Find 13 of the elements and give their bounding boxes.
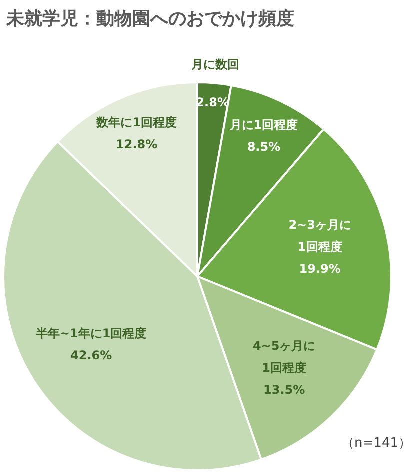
slice-label: 月に数回 (190, 58, 240, 72)
data-label: 13.5% (264, 382, 306, 397)
slice-label: 数年に1回程度 (96, 116, 177, 130)
slice-label: 4~5ヶ月に1回程度 (252, 338, 316, 375)
slice-label: 2~3ヶ月に1回程度 (288, 218, 352, 254)
slice-label: 月に1回程度 (228, 118, 298, 132)
data-label: 12.8% (116, 138, 158, 152)
text: （n=141） (342, 436, 412, 451)
chart-title: 未就学児：動物園へのおでかけ頻度 (6, 8, 294, 30)
data-label: 19.9% (299, 262, 341, 276)
data-label: 42.6% (70, 348, 112, 363)
slice-label: 半年~1年に1回程度 (34, 326, 147, 341)
data-label: 8.5% (247, 140, 281, 154)
